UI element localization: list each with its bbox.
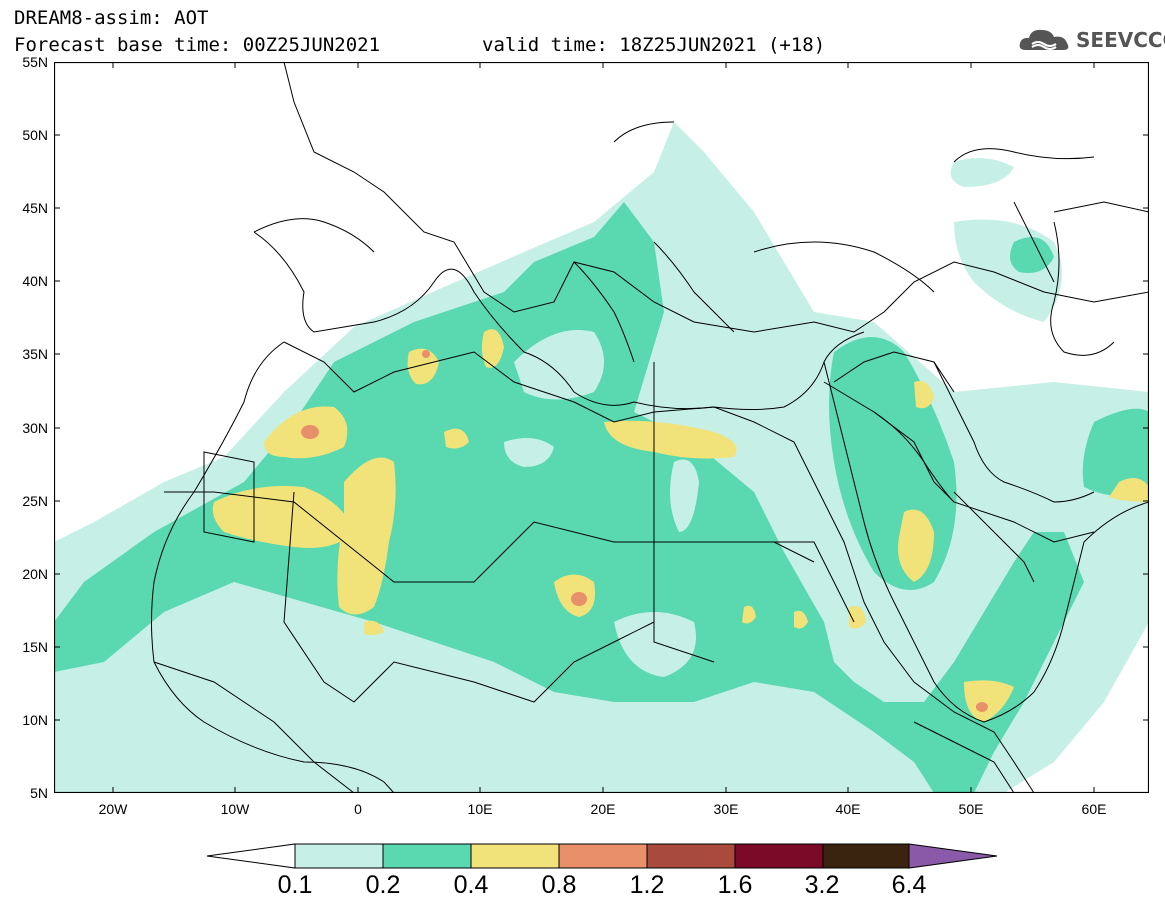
lat-label-40n: 40N <box>22 273 48 289</box>
lon-label-50e: 50E <box>958 801 984 817</box>
lon-label-10w: 10W <box>220 801 250 817</box>
colorbar-segment-1.6 <box>734 843 824 869</box>
lat-label-45n: 45N <box>22 200 48 216</box>
lon-label-60e: 60E <box>1081 801 1107 817</box>
seevccc-logo: SEEVCCC <box>1018 24 1165 56</box>
lat-label-15n: 15N <box>22 639 48 655</box>
lat-label-30n: 30N <box>22 420 48 436</box>
latitude-ticks <box>54 134 1149 721</box>
colorbar-segment-0.8 <box>558 843 648 869</box>
colorbar-label-1.2: 1.2 <box>629 871 665 899</box>
colorbar <box>206 843 998 869</box>
colorbar-label-0.1: 0.1 <box>277 871 313 899</box>
lon-label-40e: 40E <box>835 801 861 817</box>
lat-label-50n: 50N <box>22 127 48 143</box>
logo-text: SEEVCCC <box>1076 28 1165 52</box>
forecast-base-time: Forecast base time: 00Z25JUN2021 <box>14 34 381 56</box>
aot-field-0.8 <box>301 350 988 712</box>
lon-label-30e: 30E <box>713 801 739 817</box>
lat-label-35n: 35N <box>22 346 48 362</box>
lon-label-20e: 20E <box>590 801 616 817</box>
lat-label-5n: 5N <box>30 785 48 801</box>
lat-label-55n: 55N <box>22 54 48 70</box>
colorbar-label-3.2: 3.2 <box>804 871 840 899</box>
longitude-ticks <box>112 62 1095 793</box>
lat-label-25n: 25N <box>22 493 48 509</box>
colorbar-segment-3.2 <box>822 843 910 869</box>
colorbar-label-6.4: 6.4 <box>891 871 927 899</box>
colorbar-label-0.2: 0.2 <box>365 871 401 899</box>
colorbar-segment-0.4 <box>470 843 560 869</box>
lon-label-20w: 20W <box>98 801 128 817</box>
lat-label-10n: 10N <box>22 712 48 728</box>
colorbar-label-1.6: 1.6 <box>717 871 753 899</box>
map-title: DREAM8-assim: AOT <box>14 7 209 29</box>
colorbar-segment-0.2 <box>382 843 472 869</box>
cloud-icon <box>1019 29 1069 50</box>
colorbar-segment-0.1 <box>294 843 384 869</box>
lon-label-0: 0 <box>354 801 362 817</box>
lat-label-20n: 20N <box>22 566 48 582</box>
aot-field-0.1-patches <box>504 330 699 677</box>
colorbar-label-0.4: 0.4 <box>453 871 489 899</box>
colorbar-label-0.8: 0.8 <box>541 871 577 899</box>
colorbar-segment-1.2 <box>646 843 736 869</box>
lon-label-10e: 10E <box>467 801 493 817</box>
colorbar-over-triangle <box>908 843 998 869</box>
colorbar-under-triangle <box>206 843 296 869</box>
aot-map <box>54 62 1149 793</box>
valid-time: valid time: 18Z25JUN2021 (+18) <box>482 34 826 56</box>
coastlines <box>151 121 1149 793</box>
